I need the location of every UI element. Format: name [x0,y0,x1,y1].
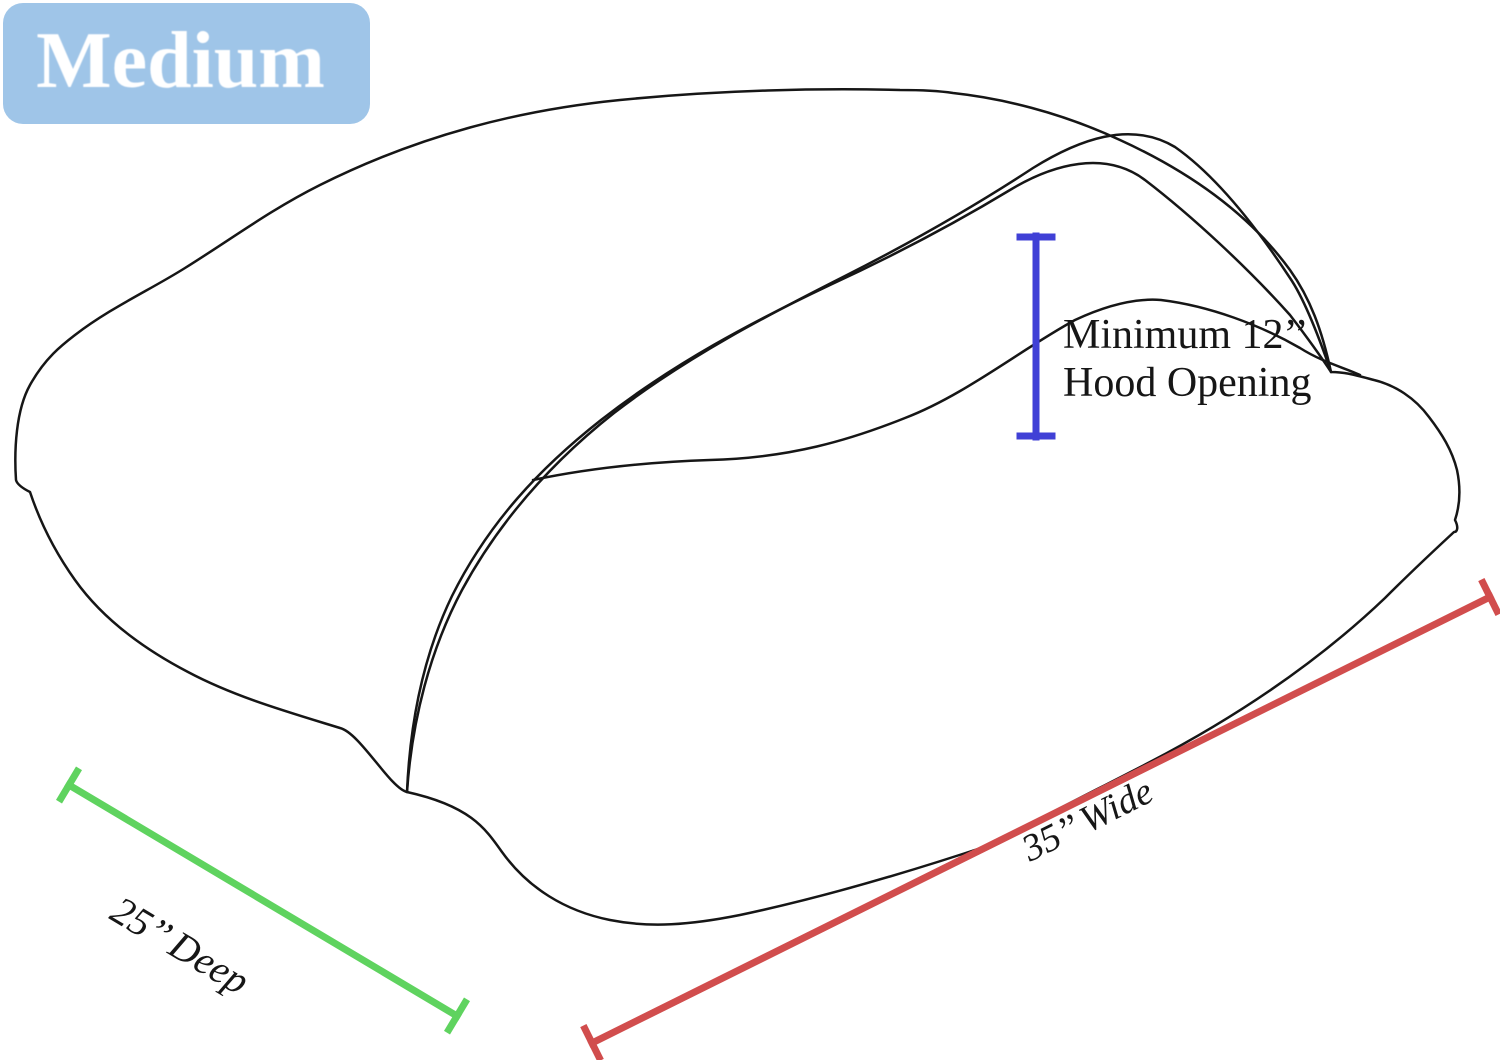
svg-text:Hood Opening: Hood Opening [1063,360,1311,406]
svg-text:25’’ Deep: 25’’ Deep [103,887,257,1003]
svg-text:Minimum 12’’: Minimum 12’’ [1063,312,1308,358]
